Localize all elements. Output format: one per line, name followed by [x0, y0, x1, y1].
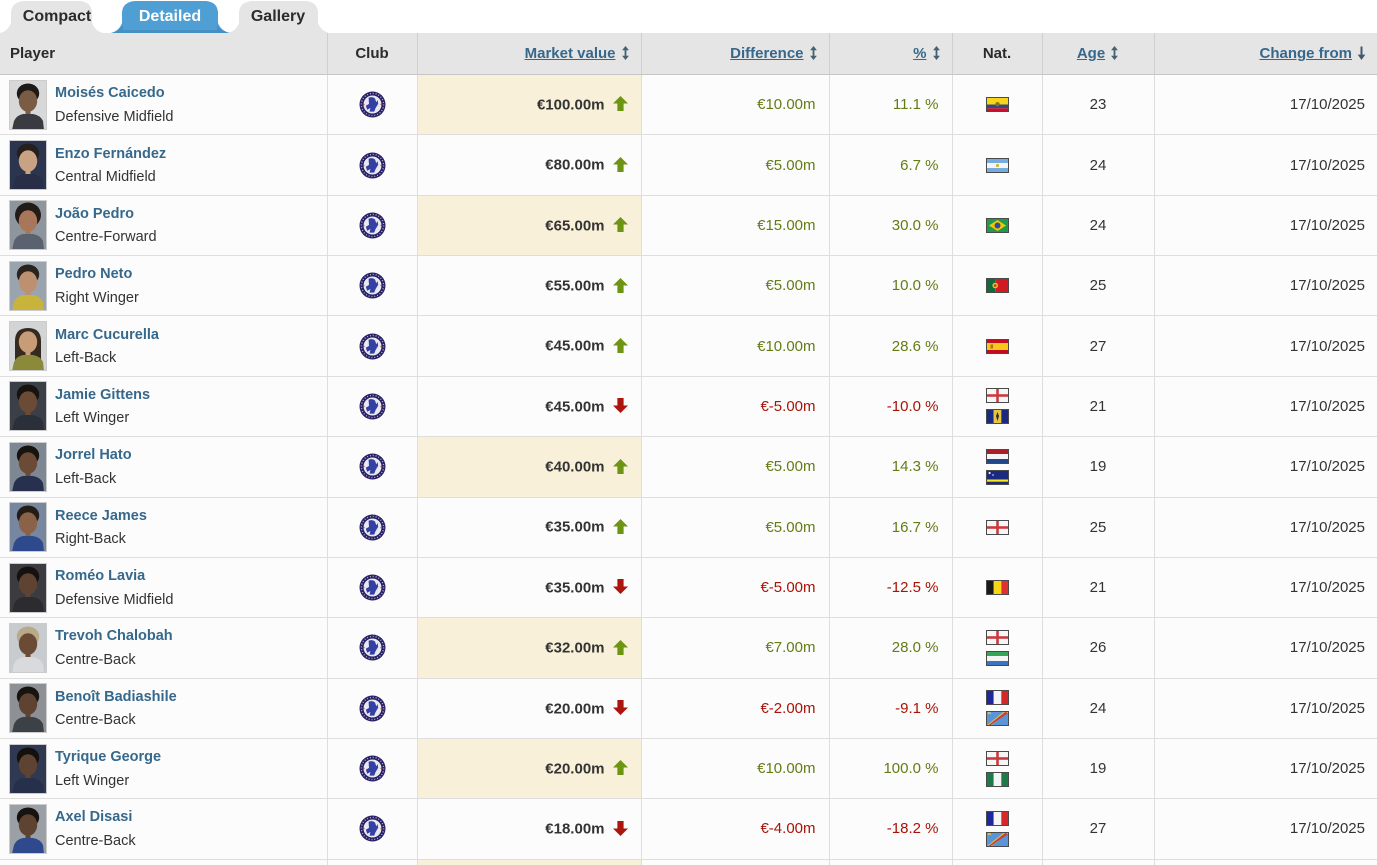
svg-text:Compact: Compact [23, 8, 92, 25]
svg-text:Detailed: Detailed [139, 8, 201, 25]
svg-text:Gallery: Gallery [251, 8, 305, 25]
